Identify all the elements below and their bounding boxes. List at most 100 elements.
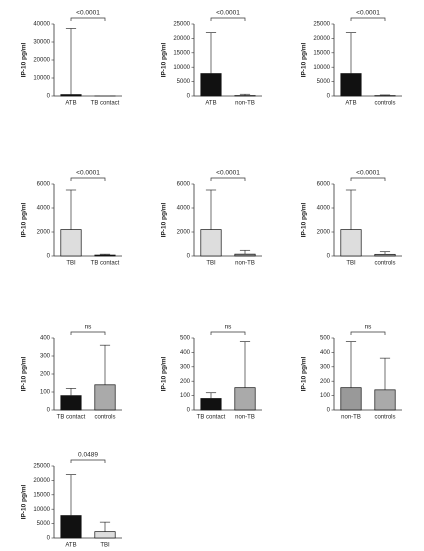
comparison-bracket bbox=[70, 17, 106, 21]
y-tick-label: 0 bbox=[187, 254, 191, 260]
x-tick-label: ATB bbox=[65, 101, 76, 107]
panel: 0 2000 4000 6000 IP-10 pg/ml TBI controls <0.00… bbox=[301, 170, 402, 267]
bar bbox=[234, 387, 256, 411]
y-tick-label: 25000 bbox=[313, 22, 330, 28]
x-tick-label: TB contact bbox=[197, 415, 226, 421]
y-axis-label: IP-10 pg/ml bbox=[21, 42, 28, 77]
x-tick-label: non-TB bbox=[235, 415, 255, 421]
y-tick-label: 15000 bbox=[313, 50, 330, 56]
y-tick-label: 10000 bbox=[33, 507, 50, 513]
comparison-label: 0.0489 bbox=[78, 452, 98, 459]
y-tick-label: 300 bbox=[320, 364, 331, 370]
y-tick-label: 0 bbox=[327, 408, 331, 414]
error-bar bbox=[345, 189, 357, 230]
y-tick-label: 2000 bbox=[37, 230, 51, 236]
comparison-label: <0.0001 bbox=[356, 170, 380, 177]
x-tick-label: non-TB bbox=[235, 101, 255, 107]
bar bbox=[60, 395, 82, 411]
x-tick-label: controls bbox=[374, 415, 395, 421]
x-tick-label: non-TB bbox=[235, 261, 255, 267]
comparison-bracket bbox=[70, 459, 106, 463]
y-tick-label: 10000 bbox=[33, 76, 50, 82]
x-tick-label: TB contact bbox=[91, 261, 120, 267]
y-tick-label: 25000 bbox=[33, 464, 50, 470]
y-tick-label: 0 bbox=[327, 94, 331, 100]
panel: 0 10000 20000 30000 40000 IP-10 pg/ml ATB TB co… bbox=[21, 10, 122, 107]
bar bbox=[374, 389, 396, 411]
x-tick-label: non-TB bbox=[341, 415, 361, 421]
y-tick-label: 200 bbox=[40, 372, 51, 378]
x-tick-label: TBI bbox=[346, 261, 356, 267]
panel: 0 5000 10000 15000 20000 25000 IP-10 pg/ml ATB c… bbox=[301, 10, 402, 107]
comparison-bracket bbox=[210, 17, 246, 21]
x-tick-label: TBI bbox=[206, 261, 216, 267]
comparison-label: ns bbox=[85, 324, 93, 331]
y-axis-label: IP-10 pg/ml bbox=[301, 42, 308, 77]
x-tick-label: ATB bbox=[345, 101, 356, 107]
y-tick-label: 5000 bbox=[37, 521, 51, 527]
y-tick-label: 20000 bbox=[33, 478, 50, 484]
y-axis-label: IP-10 pg/ml bbox=[161, 202, 168, 237]
y-tick-label: 0 bbox=[47, 536, 51, 542]
error-bar bbox=[205, 189, 217, 230]
y-axis-label: IP-10 pg/ml bbox=[21, 202, 28, 237]
y-tick-label: 15000 bbox=[33, 492, 50, 498]
y-tick-label: 0 bbox=[187, 408, 191, 414]
comparison-bracket bbox=[210, 177, 246, 181]
error-bar bbox=[99, 344, 111, 385]
comparison-label: <0.0001 bbox=[216, 170, 240, 177]
y-axis-label: IP-10 pg/ml bbox=[21, 356, 28, 391]
y-tick-label: 0 bbox=[47, 94, 51, 100]
panel: 0 5000 10000 15000 20000 25000 IP-10 pg/ml ATB T… bbox=[21, 452, 122, 549]
y-tick-label: 10000 bbox=[173, 65, 190, 71]
y-tick-label: 4000 bbox=[317, 206, 331, 212]
y-tick-label: 2000 bbox=[317, 230, 331, 236]
bar bbox=[200, 398, 222, 411]
y-tick-label: 100 bbox=[40, 390, 51, 396]
y-tick-label: 500 bbox=[180, 336, 191, 342]
panel: 0 100 200 300 400 500 IP-10 pg/ml TB contact non… bbox=[161, 324, 262, 421]
panel: 0 2000 4000 6000 IP-10 pg/ml TBI non-TB <0.0001 bbox=[161, 170, 262, 267]
bar bbox=[60, 94, 82, 97]
error-bar bbox=[379, 251, 391, 255]
error-bar bbox=[65, 474, 77, 516]
panel: 0 100 200 300 400 IP-10 pg/ml TB contact contro… bbox=[21, 324, 122, 421]
y-tick-label: 20000 bbox=[173, 36, 190, 42]
y-tick-label: 6000 bbox=[177, 182, 191, 188]
error-bar bbox=[239, 93, 251, 96]
comparison-label: <0.0001 bbox=[216, 10, 240, 17]
comparison-bracket bbox=[350, 177, 386, 181]
bar bbox=[94, 384, 116, 411]
error-bar bbox=[65, 189, 77, 230]
error-bar bbox=[205, 392, 217, 399]
x-tick-label: TBI bbox=[66, 261, 76, 267]
y-tick-label: 5000 bbox=[317, 79, 331, 85]
y-tick-label: 400 bbox=[40, 336, 51, 342]
x-tick-label: controls bbox=[94, 415, 115, 421]
comparison-label: <0.0001 bbox=[76, 170, 100, 177]
panel: 0 2000 4000 6000 IP-10 pg/ml TBI TB contact <0.… bbox=[21, 170, 122, 267]
y-tick-label: 6000 bbox=[317, 182, 331, 188]
y-tick-label: 5000 bbox=[177, 79, 191, 85]
y-tick-label: 400 bbox=[320, 350, 331, 356]
error-bar bbox=[239, 249, 251, 255]
error-bar bbox=[345, 32, 357, 74]
y-tick-label: 100 bbox=[180, 393, 191, 399]
y-tick-label: 30000 bbox=[33, 40, 50, 46]
comparison-bracket bbox=[70, 331, 106, 335]
error-bar bbox=[345, 341, 357, 388]
y-tick-label: 200 bbox=[320, 379, 331, 385]
y-axis-label: IP-10 pg/ml bbox=[161, 356, 168, 391]
y-tick-label: 200 bbox=[180, 379, 191, 385]
y-tick-label: 40000 bbox=[33, 22, 50, 28]
y-tick-label: 20000 bbox=[33, 58, 50, 64]
comparison-bracket bbox=[70, 177, 106, 181]
bar bbox=[374, 253, 396, 257]
comparison-label: <0.0001 bbox=[356, 10, 380, 17]
y-tick-label: 400 bbox=[180, 350, 191, 356]
y-tick-label: 0 bbox=[47, 408, 51, 414]
bar bbox=[200, 229, 222, 257]
y-tick-label: 6000 bbox=[37, 182, 51, 188]
y-tick-label: 0 bbox=[47, 254, 51, 260]
